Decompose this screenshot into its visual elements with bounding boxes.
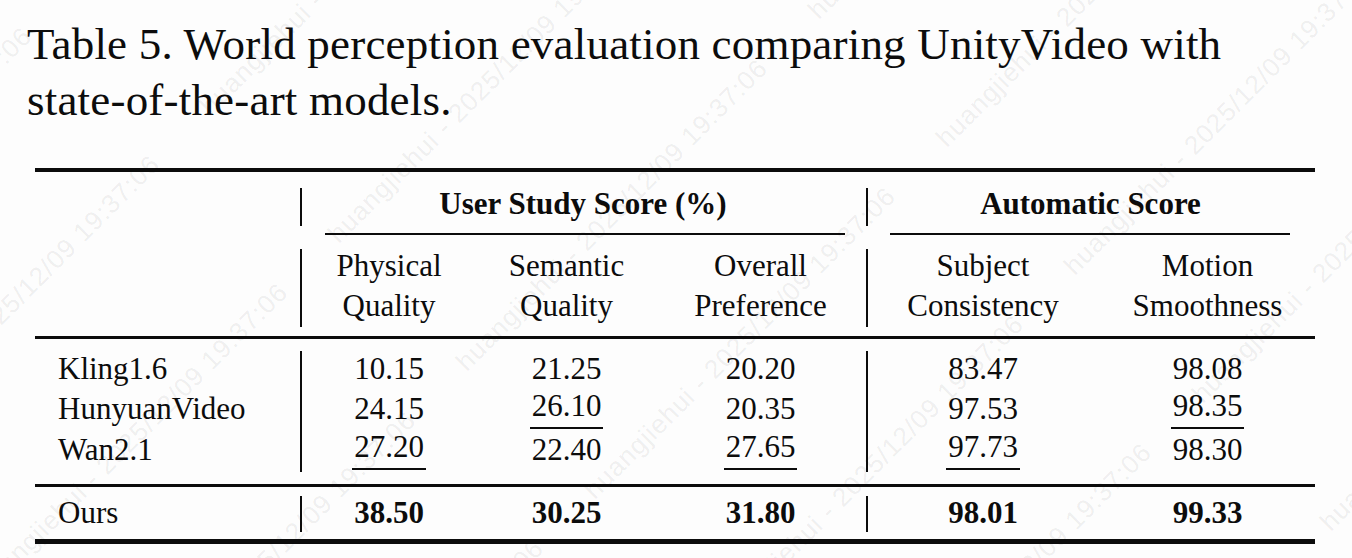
value: 20.35 — [726, 391, 796, 427]
value: 26.10 — [530, 388, 604, 429]
cmidrule-user-study — [325, 233, 845, 235]
column-header-physical-quality: Physical Quality — [300, 236, 478, 336]
column-header-line: Quality — [343, 286, 436, 326]
column-divider — [866, 188, 868, 226]
page-content: Table 5. World perception evaluation com… — [0, 16, 1352, 544]
table-caption-line-2: state-of-the-art models. — [27, 72, 1339, 128]
column-header-empty — [35, 236, 300, 336]
value: 21.25 — [532, 351, 602, 387]
column-header-line: Physical — [336, 246, 441, 286]
column-header-overall-preference: Overall Preference — [655, 236, 866, 336]
column-divider — [866, 496, 868, 532]
column-header-line: Overall — [714, 246, 807, 286]
cell-semantic-quality: 30.25 — [478, 494, 655, 532]
cell-semantic-quality: 21.25 — [478, 349, 655, 388]
table-row-wan: Wan2.1 27.20 22.40 27.65 97.73 98.30 — [35, 429, 1315, 470]
column-header-line: Preference — [694, 286, 827, 326]
column-header-line: Quality — [520, 286, 613, 326]
column-header-line: Semantic — [509, 246, 624, 286]
column-header-motion-smoothness: Motion Smoothness — [1100, 236, 1315, 336]
group-header-automatic-label: Automatic Score — [980, 186, 1201, 222]
cell-motion-smoothness: 99.33 — [1100, 494, 1315, 532]
group-header-row: User Study Score (%) Automatic Score — [35, 172, 1315, 236]
value: 31.80 — [726, 495, 796, 531]
value: 83.47 — [948, 351, 1018, 387]
value: 10.15 — [354, 351, 424, 387]
value: 27.20 — [352, 429, 426, 470]
value: 99.33 — [1173, 495, 1243, 531]
cell-overall-preference: 20.35 — [655, 388, 866, 429]
value: 97.53 — [948, 391, 1018, 427]
cell-motion-smoothness: 98.35 — [1100, 388, 1315, 429]
table-row-hunyuanvideo: HunyuanVideo 24.15 26.10 20.35 97.53 98.… — [35, 388, 1315, 429]
value: 98.08 — [1173, 351, 1243, 387]
cell-subject-consistency: 97.53 — [866, 388, 1100, 429]
cell-physical-quality: 27.20 — [300, 429, 478, 470]
cmidrule-automatic — [890, 233, 1290, 235]
table-caption: Table 5. World perception evaluation com… — [27, 16, 1339, 128]
table-rule-bottom — [35, 539, 1315, 544]
column-divider — [300, 351, 302, 472]
cell-physical-quality: 38.50 — [300, 494, 478, 532]
cell-semantic-quality: 22.40 — [478, 429, 655, 470]
column-header-row: Physical Quality Semantic Quality Overal… — [35, 236, 1315, 336]
value: 97.73 — [946, 429, 1020, 470]
table-row-ours: Ours 38.50 30.25 31.80 98.01 99.33 — [35, 494, 1315, 532]
value: 98.30 — [1173, 432, 1243, 468]
row-label: HunyuanVideo — [35, 388, 300, 429]
column-divider — [866, 249, 868, 327]
cell-physical-quality: 24.15 — [300, 388, 478, 429]
column-header-subject-consistency: Subject Consistency — [866, 236, 1100, 336]
column-divider — [300, 188, 302, 226]
results-table: User Study Score (%) Automatic Score Phy… — [35, 168, 1315, 544]
ours-row-section: Ours 38.50 30.25 31.80 98.01 99.33 — [35, 487, 1315, 539]
value: 20.20 — [726, 351, 796, 387]
column-header-line: Smoothness — [1133, 286, 1283, 326]
group-header-empty — [35, 172, 300, 236]
cell-overall-preference: 20.20 — [655, 349, 866, 388]
table-caption-line-1: Table 5. World perception evaluation com… — [27, 16, 1339, 72]
value: 22.40 — [532, 432, 602, 468]
value: 30.25 — [532, 495, 602, 531]
value: 27.65 — [724, 429, 798, 470]
row-label: Wan2.1 — [35, 429, 300, 470]
cell-overall-preference: 31.80 — [655, 494, 866, 532]
cell-overall-preference: 27.65 — [655, 429, 866, 470]
value: 98.01 — [948, 495, 1018, 531]
column-divider — [300, 496, 302, 532]
row-label: Ours — [35, 494, 300, 532]
cell-subject-consistency: 98.01 — [866, 494, 1100, 532]
cell-motion-smoothness: 98.30 — [1100, 429, 1315, 470]
cell-physical-quality: 10.15 — [300, 349, 478, 388]
column-divider — [866, 351, 868, 472]
group-header-user-study-label: User Study Score (%) — [439, 186, 726, 222]
value: 24.15 — [354, 391, 424, 427]
column-header-line: Consistency — [907, 286, 1059, 326]
group-header-user-study: User Study Score (%) — [300, 172, 866, 236]
paper-page: huangjiehui - 2025/12/09 19:37:06 huangj… — [0, 0, 1352, 558]
cell-subject-consistency: 97.73 — [866, 429, 1100, 470]
row-label: Kling1.6 — [35, 349, 300, 388]
table-row-kling: Kling1.6 10.15 21.25 20.20 83.47 98.08 — [35, 349, 1315, 388]
column-divider — [300, 249, 302, 327]
cell-motion-smoothness: 98.08 — [1100, 349, 1315, 388]
column-header-line: Subject — [937, 246, 1030, 286]
cell-subject-consistency: 83.47 — [866, 349, 1100, 388]
value: 98.35 — [1171, 388, 1245, 429]
group-header-automatic: Automatic Score — [866, 172, 1315, 236]
value: 38.50 — [354, 495, 424, 531]
column-header-semantic-quality: Semantic Quality — [478, 236, 655, 336]
baseline-rows: Kling1.6 10.15 21.25 20.20 83.47 98.08 H… — [35, 339, 1315, 484]
cell-semantic-quality: 26.10 — [478, 388, 655, 429]
column-header-line: Motion — [1162, 246, 1253, 286]
